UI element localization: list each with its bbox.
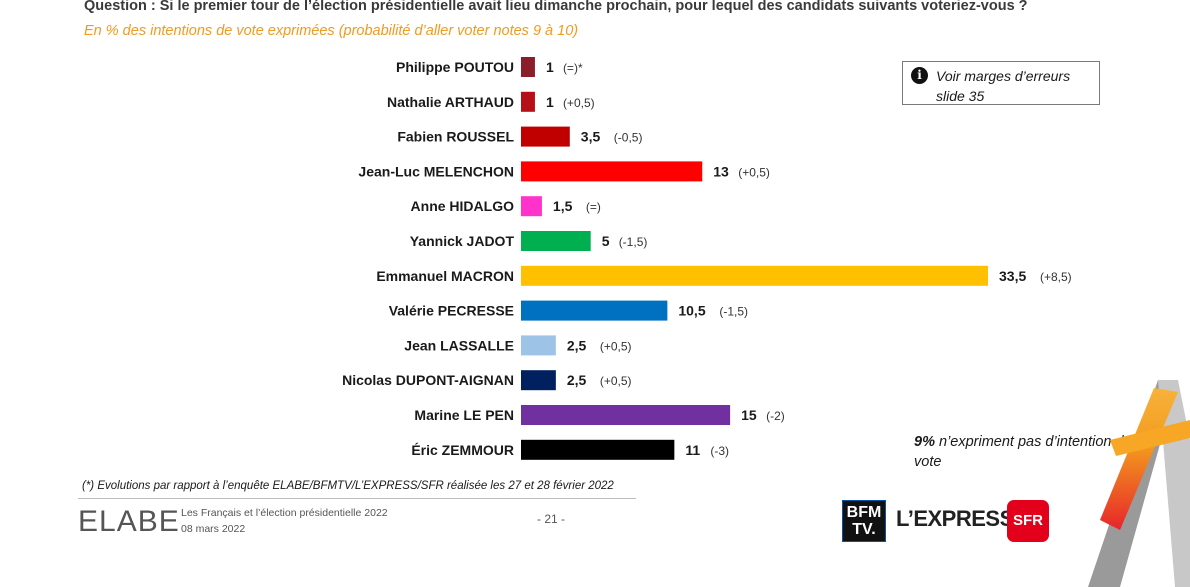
value-label: 15 [741, 407, 757, 423]
bar [521, 405, 731, 425]
change-label: (-1,5) [719, 305, 748, 319]
bar [521, 370, 556, 391]
category-label: Philippe POUTOU [396, 59, 514, 75]
bar [521, 265, 988, 286]
category-label: Fabien ROUSSEL [397, 129, 514, 145]
change-label: (-2) [766, 409, 785, 423]
bar [521, 196, 542, 217]
category-label: Marine LE PEN [414, 407, 514, 423]
change-label: (+8,5) [1040, 270, 1072, 284]
change-label: (+0,5) [738, 165, 770, 179]
category-label: Nicolas DUPONT-AIGNAN [342, 372, 514, 388]
chart-subtitle: En % des intentions de vote exprimées (p… [84, 23, 579, 39]
value-label: 2,5 [567, 337, 587, 353]
change-label: (+0,5) [600, 374, 632, 388]
bar [521, 91, 535, 112]
value-label: 1 [546, 94, 554, 110]
bfm-logo-line2: TV. [852, 521, 876, 538]
change-label: (=) [586, 200, 601, 214]
value-label: 5 [602, 233, 610, 249]
value-label: 1 [546, 59, 554, 75]
category-label: Emmanuel MACRON [376, 268, 514, 284]
lexpress-logo: L’EXPRESS [896, 506, 1014, 531]
error-margin-note: i Voir marges d’erreurs slide 35 [902, 61, 1100, 105]
change-label: (-1,5) [619, 235, 648, 249]
change-label: (+0,5) [563, 96, 595, 110]
elabe-logo: ELABE [78, 505, 180, 538]
value-label: 3,5 [581, 129, 601, 145]
category-label: Jean-Luc MELENCHON [358, 163, 514, 179]
question-title: Question : Si le premier tour de l’élect… [84, 0, 1028, 14]
bar-chart: Philippe POUTOU 1 (=)* Nathalie ARTHAUD 1 (+0… [342, 57, 1072, 460]
value-label: 10,5 [678, 303, 705, 319]
study-date: 08 mars 2022 [181, 523, 246, 535]
change-label: (+0,5) [600, 339, 632, 353]
non-expressed-text: n’expriment pas d’intention de vote [914, 434, 1132, 470]
value-label: 33,5 [999, 268, 1026, 284]
bar [521, 300, 668, 321]
non-expressed-value: 9% [914, 434, 935, 450]
info-icon: i [911, 67, 928, 84]
bar [521, 126, 570, 147]
category-label: Nathalie ARTHAUD [387, 94, 514, 110]
category-label: Yannick JADOT [410, 233, 515, 249]
bar [521, 335, 556, 356]
bar [521, 439, 675, 460]
change-label: (-3) [710, 444, 729, 458]
category-label: Éric ZEMMOUR [411, 442, 514, 458]
value-label: 13 [713, 163, 729, 179]
sfr-logo: SFR [1007, 500, 1049, 542]
bfmtv-logo: BFM TV. [842, 500, 886, 542]
non-expressed-note: 9% n’expriment pas d’intention de vote [914, 432, 1139, 472]
category-label: Valérie PECRESSE [389, 303, 514, 319]
value-label: 11 [685, 442, 700, 458]
study-title: Les Français et l’élection présidentiell… [181, 507, 388, 519]
change-label: (=)* [563, 61, 583, 75]
category-label: Anne HIDALGO [411, 198, 515, 214]
elabe-a-decoration [1088, 380, 1190, 587]
page-number: - 21 - [537, 512, 566, 526]
bar [521, 161, 703, 182]
value-label: 1,5 [553, 198, 573, 214]
change-label: (-0,5) [614, 131, 643, 145]
bar [521, 231, 591, 251]
footnote: (*) Evolutions par rapport à l’enquête E… [82, 480, 614, 492]
bar [521, 57, 535, 77]
footnote-divider [78, 498, 636, 499]
category-label: Jean LASSALLE [404, 337, 514, 353]
bfm-logo-line1: BFM [846, 504, 882, 521]
error-margin-text: Voir marges d’erreurs slide 35 [936, 68, 1071, 104]
value-label: 2,5 [567, 372, 587, 388]
